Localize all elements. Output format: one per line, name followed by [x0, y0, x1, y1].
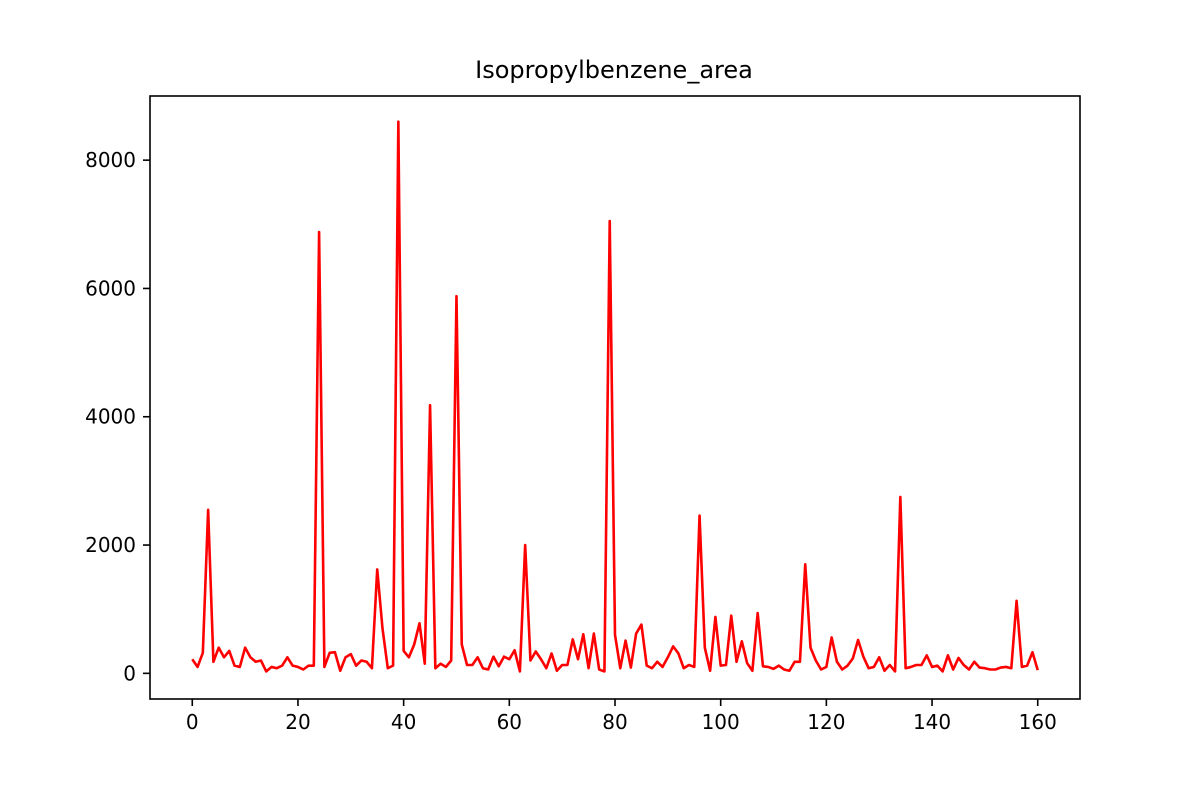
y-tick-label: 8000 [85, 148, 136, 172]
y-tick-label: 0 [123, 661, 136, 685]
x-tick-label: 60 [497, 710, 522, 734]
x-tick-label: 100 [702, 710, 740, 734]
x-tick-label: 160 [1019, 710, 1057, 734]
x-tick-label: 20 [285, 710, 310, 734]
plot-frame [149, 95, 1081, 700]
chart-title: Isopropylbenzene_area [475, 56, 753, 84]
x-axis: 0 20 40 60 80 100 120 140 160 [186, 699, 1057, 734]
y-tick-label: 6000 [85, 276, 136, 300]
y-tick-label: 4000 [85, 405, 136, 429]
x-tick-label: 120 [807, 710, 845, 734]
x-tick-label: 0 [186, 710, 199, 734]
y-axis: 0 2000 4000 6000 8000 [85, 148, 150, 685]
x-tick-label: 80 [602, 710, 627, 734]
y-tick-label: 2000 [85, 533, 136, 557]
x-tick-label: 40 [391, 710, 416, 734]
series-line [191, 120, 1039, 673]
x-tick-label: 140 [913, 710, 951, 734]
